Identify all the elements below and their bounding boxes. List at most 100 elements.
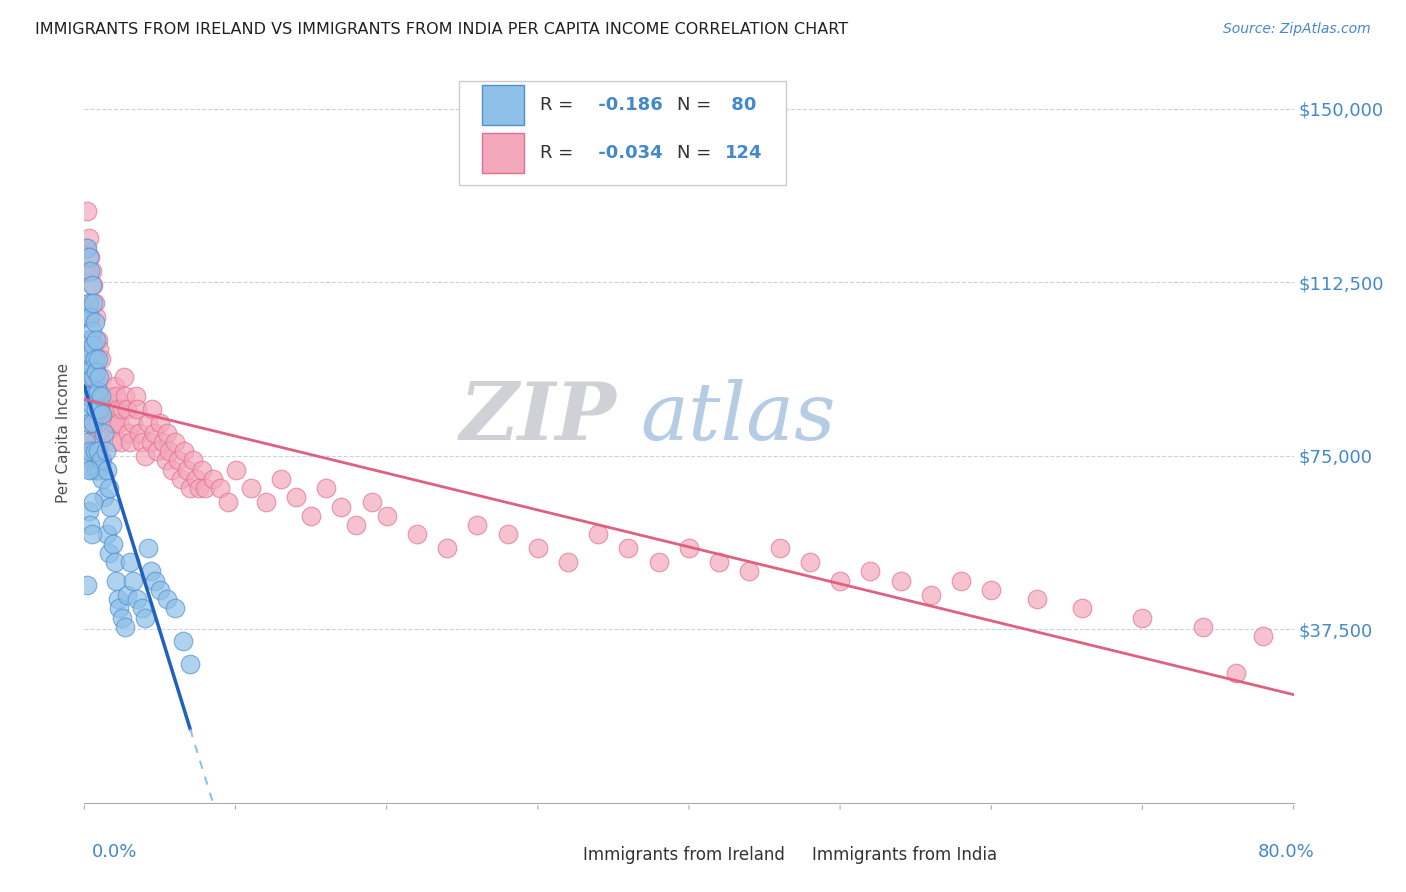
FancyBboxPatch shape bbox=[460, 81, 786, 185]
Point bbox=[79, 250, 101, 264]
Point bbox=[93, 491, 115, 505]
Point bbox=[82, 417, 104, 431]
Point bbox=[79, 310, 101, 324]
Point bbox=[118, 555, 141, 569]
Point bbox=[82, 343, 104, 357]
Point bbox=[201, 472, 224, 486]
Point bbox=[84, 314, 107, 328]
Point bbox=[346, 518, 368, 533]
Point bbox=[142, 425, 165, 440]
Point bbox=[179, 481, 201, 495]
Text: N =: N = bbox=[676, 145, 711, 162]
Point bbox=[96, 417, 118, 431]
Point bbox=[80, 263, 103, 277]
Point bbox=[127, 402, 149, 417]
Point bbox=[86, 370, 108, 384]
Point bbox=[76, 578, 98, 592]
Point bbox=[75, 240, 97, 255]
Point bbox=[1192, 620, 1215, 634]
Point bbox=[125, 388, 148, 402]
Point bbox=[75, 379, 97, 393]
Text: atlas: atlas bbox=[641, 379, 837, 457]
Point bbox=[709, 555, 731, 569]
Point bbox=[91, 370, 114, 384]
Point bbox=[127, 592, 149, 607]
Point bbox=[89, 370, 111, 384]
Point bbox=[77, 356, 100, 370]
Point bbox=[80, 277, 103, 292]
Point bbox=[77, 250, 100, 264]
Point bbox=[90, 453, 112, 467]
Point bbox=[104, 379, 127, 393]
Point bbox=[98, 402, 121, 417]
Point bbox=[112, 370, 135, 384]
Text: 80: 80 bbox=[725, 96, 756, 114]
Point bbox=[82, 495, 104, 509]
Point bbox=[77, 417, 100, 431]
Point bbox=[75, 402, 97, 417]
Point bbox=[97, 546, 120, 560]
Point bbox=[82, 370, 104, 384]
Point bbox=[96, 462, 118, 476]
Point bbox=[77, 296, 100, 310]
Text: R =: R = bbox=[540, 96, 574, 114]
Point bbox=[84, 351, 107, 366]
Point bbox=[157, 444, 180, 458]
Point bbox=[86, 310, 108, 324]
Point bbox=[360, 495, 382, 509]
Point bbox=[90, 351, 112, 366]
Point bbox=[131, 601, 153, 615]
Text: Source: ZipAtlas.com: Source: ZipAtlas.com bbox=[1223, 22, 1371, 37]
Point bbox=[110, 434, 132, 449]
Point bbox=[527, 541, 550, 556]
Text: IMMIGRANTS FROM IRELAND VS IMMIGRANTS FROM INDIA PER CAPITA INCOME CORRELATION C: IMMIGRANTS FROM IRELAND VS IMMIGRANTS FR… bbox=[35, 22, 848, 37]
Point bbox=[80, 388, 103, 402]
Point bbox=[617, 541, 640, 556]
Point bbox=[89, 462, 111, 476]
Point bbox=[101, 434, 124, 449]
Point bbox=[97, 481, 120, 495]
Point bbox=[97, 388, 120, 402]
Point bbox=[77, 296, 100, 310]
Point bbox=[111, 402, 134, 417]
Point bbox=[830, 574, 852, 588]
Point bbox=[80, 527, 103, 541]
Point bbox=[91, 407, 114, 421]
Point bbox=[76, 388, 98, 402]
Point bbox=[209, 481, 232, 495]
Point bbox=[76, 263, 98, 277]
Point bbox=[557, 555, 579, 569]
Point bbox=[191, 462, 214, 476]
Point bbox=[496, 527, 519, 541]
Point bbox=[136, 417, 159, 431]
Point bbox=[86, 402, 108, 417]
Point bbox=[75, 434, 97, 449]
Point bbox=[678, 541, 700, 556]
Text: R =: R = bbox=[540, 145, 574, 162]
Point bbox=[79, 347, 101, 361]
Point bbox=[115, 402, 138, 417]
Point bbox=[89, 402, 111, 417]
Point bbox=[89, 398, 111, 412]
Point bbox=[87, 384, 110, 398]
Point bbox=[82, 296, 104, 310]
Point bbox=[118, 434, 141, 449]
Text: 0.0%: 0.0% bbox=[91, 843, 136, 861]
Point bbox=[170, 472, 193, 486]
Point bbox=[93, 425, 115, 440]
Point bbox=[77, 370, 100, 384]
Point bbox=[194, 481, 217, 495]
Point bbox=[121, 574, 143, 588]
Point bbox=[315, 481, 337, 495]
Point bbox=[254, 495, 277, 509]
Point bbox=[186, 472, 208, 486]
Point bbox=[76, 356, 98, 370]
Point bbox=[146, 444, 169, 458]
Point bbox=[1225, 666, 1247, 681]
Point bbox=[134, 449, 156, 463]
Point bbox=[82, 337, 104, 351]
Point bbox=[80, 360, 103, 375]
Text: N =: N = bbox=[676, 96, 711, 114]
Point bbox=[107, 402, 129, 417]
Point bbox=[75, 310, 97, 324]
